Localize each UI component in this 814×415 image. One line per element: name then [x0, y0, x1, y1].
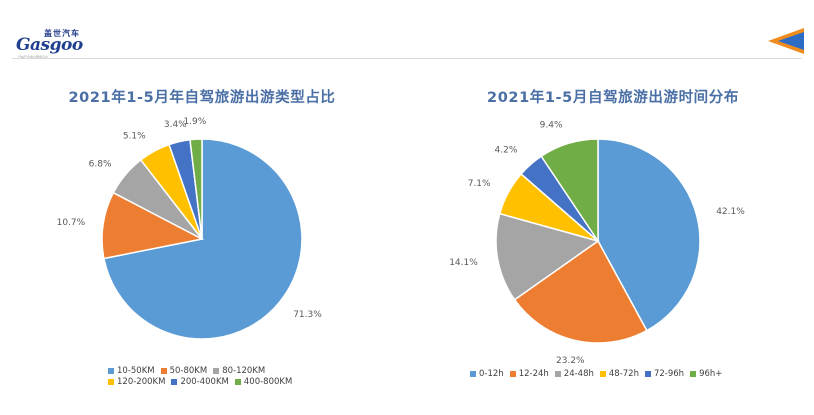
chart-trip-duration: 2021年1-5月自驾旅游出游时间分布 42.1% 23.2% 14.1% 7.1% 4…	[428, 78, 798, 408]
legend-swatch	[234, 379, 241, 385]
legend-label: 96h+	[699, 369, 723, 379]
chart-title-duration: 2021年1-5月自驾旅游出游时间分布	[487, 90, 739, 106]
legend-label: 400-800KM	[243, 377, 293, 387]
legend-item-200-400km: 200-400KM	[171, 377, 229, 387]
data-label-72-96h: 4.2%	[495, 145, 518, 155]
legend-label: 200-400KM	[180, 377, 229, 387]
legend-item-24-48h: 24-48h	[554, 369, 594, 379]
legend-item-12-24h: 12-24h	[509, 369, 549, 379]
legend-label: 10-50KM	[117, 366, 155, 376]
legend-label: 50-80KM	[169, 366, 208, 376]
pie-slice-96h	[540, 138, 599, 244]
pie-slice-400-800km	[189, 138, 203, 240]
logo-cn-text: 盖世汽车	[44, 29, 80, 38]
legend-item-80-120km: 80-120KM	[213, 366, 265, 376]
legend-item-0-12h: 0-12h	[470, 369, 504, 379]
legend-swatch	[108, 368, 114, 374]
legend-swatch	[509, 371, 516, 377]
data-label-12-24h: 23.2%	[556, 356, 585, 366]
header: 盖世汽车 Gasgoo 汽车产业信息服务平台	[0, 0, 814, 60]
legend-swatch	[470, 371, 476, 377]
logo-tagline: 汽车产业信息服务平台	[18, 55, 49, 59]
pie-slice-12-24h	[513, 239, 648, 344]
data-label-80-120km: 6.8%	[89, 159, 112, 169]
back-arrow-icon[interactable]	[768, 28, 804, 54]
data-label-120-200km: 5.1%	[123, 131, 146, 141]
legend-distance: 10-50KM 50-80KM 80-120KM 120-200KM 200-400KM…	[108, 366, 328, 388]
legend-item-72-96h: 72-96h	[644, 369, 685, 379]
legend-swatch	[213, 368, 220, 374]
pie-slice-24-48h	[495, 212, 600, 301]
legend-label: 0-12h	[479, 369, 504, 379]
legend-swatch	[160, 368, 167, 374]
legend-swatch	[644, 371, 651, 377]
data-label-400-800km: 1.9%	[183, 117, 206, 127]
legend-label: 12-24h	[518, 369, 549, 379]
pie-chart-duration: 42.1% 23.2% 14.1% 7.1% 4.2% 9.4%	[449, 120, 745, 366]
legend-swatch	[599, 371, 606, 377]
gasgoo-logo: 盖世汽车 Gasgoo 汽车产业信息服务平台	[16, 28, 96, 60]
data-label-24-48h: 14.1%	[449, 258, 478, 268]
legend-duration: 0-12h 12-24h 24-48h 48-72h 72-96h 96h+	[470, 369, 790, 380]
legend-label: 48-72h	[608, 369, 639, 379]
legend-item-400-800km: 400-800KM	[234, 377, 293, 387]
legend-swatch	[690, 371, 697, 377]
legend-item-96h: 96h+	[690, 369, 722, 379]
header-divider	[12, 58, 802, 59]
legend-item-10-50km: 10-50KM	[108, 366, 155, 376]
data-label-50-80km: 10.7%	[57, 218, 86, 228]
legend-item-50-80km: 50-80KM	[160, 366, 208, 376]
legend-label: 80-120KM	[222, 366, 266, 376]
pie-slice-50-80km	[101, 191, 205, 260]
chart-trip-distance: 2021年1-5月年自驾旅游出游类型占比 71.3% 10.7% 6.8% 5.1% 3…	[22, 78, 382, 408]
data-label-96h: 9.4%	[540, 120, 563, 130]
data-label-0-12h: 42.1%	[716, 207, 745, 217]
data-label-48-72h: 7.1%	[468, 179, 491, 189]
legend-label: 120-200KM	[117, 377, 166, 387]
legend-swatch	[108, 379, 114, 385]
legend-label: 72-96h	[653, 369, 685, 379]
legend-item-120-200km: 120-200KM	[108, 377, 165, 387]
pie-chart-distance: 71.3% 10.7% 6.8% 5.1% 3.4%1.9%	[57, 117, 322, 340]
legend-label: 24-48h	[563, 369, 594, 379]
data-label-200-400km: 3.4%	[164, 120, 187, 130]
legend-item-48-72h: 48-72h	[599, 369, 639, 379]
logo-en-text: Gasgoo	[16, 35, 83, 55]
legend-swatch	[171, 379, 178, 385]
pie-slice-0-12h	[597, 138, 701, 332]
data-label-10-50km: 71.3%	[293, 310, 322, 320]
legend-swatch	[554, 371, 561, 377]
chart-title-distance: 2021年1-5月年自驾旅游出游类型占比	[68, 90, 336, 106]
